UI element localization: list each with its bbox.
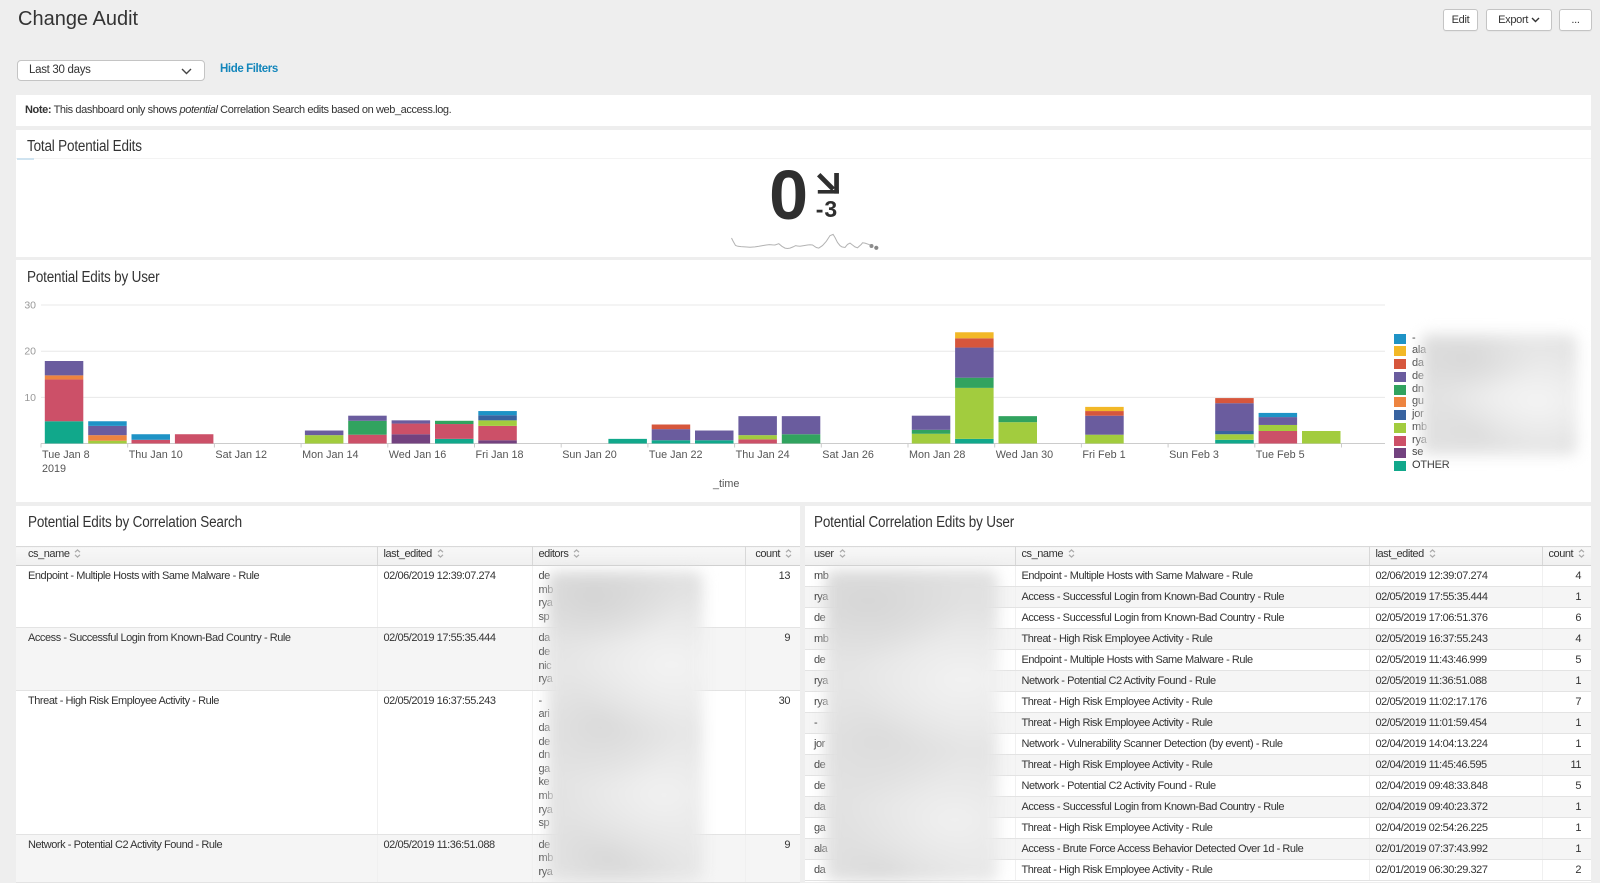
svg-text:Mon Jan 28: Mon Jan 28 [909, 449, 965, 461]
svg-text:Wed Jan 30: Wed Jan 30 [996, 449, 1053, 461]
svg-text:Thu Jan 10: Thu Jan 10 [129, 449, 183, 461]
svg-text:Sat Jan 26: Sat Jan 26 [822, 449, 874, 461]
svg-text:Mon Jan 14: Mon Jan 14 [302, 449, 358, 461]
svg-text:2019: 2019 [42, 463, 66, 475]
svg-text:Tue Jan 8: Tue Jan 8 [42, 449, 90, 461]
svg-text:10: 10 [24, 392, 36, 404]
svg-text:Tue Jan 22: Tue Jan 22 [649, 449, 703, 461]
svg-text:Wed Jan 16: Wed Jan 16 [389, 449, 446, 461]
svg-text:Fri Feb 1: Fri Feb 1 [1082, 449, 1125, 461]
svg-text:_time: _time [712, 478, 739, 490]
svg-text:Sun Jan 20: Sun Jan 20 [562, 449, 617, 461]
svg-text:Sun Feb 3: Sun Feb 3 [1169, 449, 1219, 461]
svg-text:Tue Feb 5: Tue Feb 5 [1256, 449, 1305, 461]
svg-text:Thu Jan 24: Thu Jan 24 [736, 449, 790, 461]
svg-text:Sat Jan 12: Sat Jan 12 [215, 449, 267, 461]
svg-text:30: 30 [24, 300, 36, 312]
svg-text:20: 20 [24, 346, 36, 358]
svg-text:Fri Jan 18: Fri Jan 18 [476, 449, 524, 461]
